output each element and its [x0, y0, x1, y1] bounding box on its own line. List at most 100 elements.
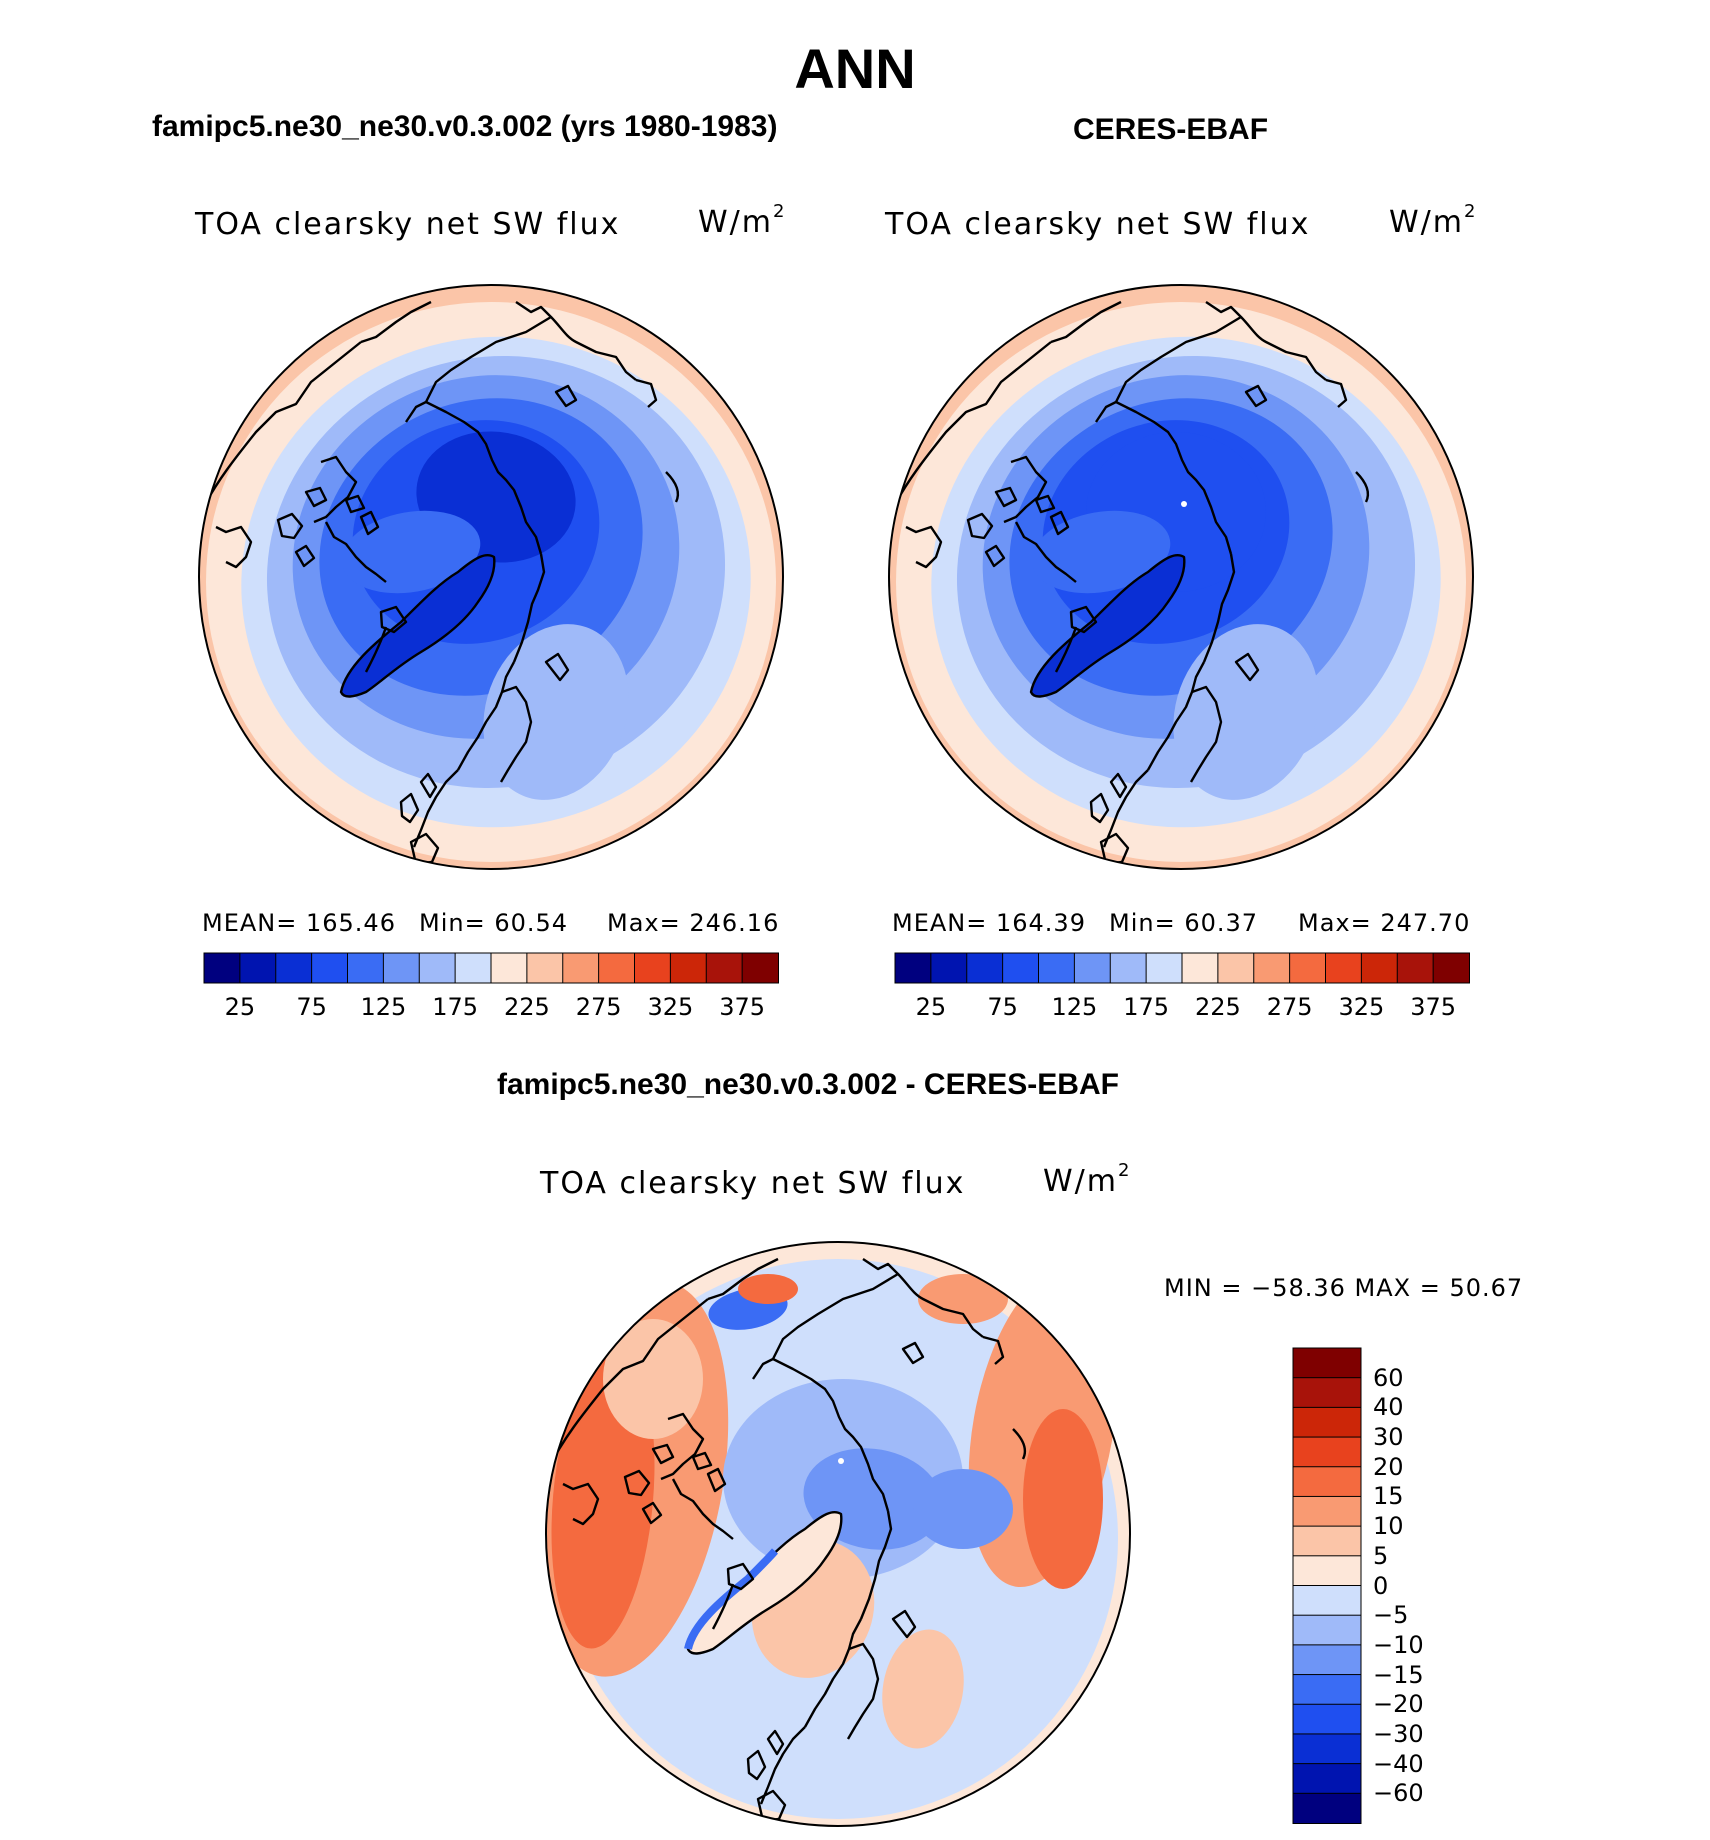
colorbar-swatch: [1292, 1495, 1362, 1528]
colorbar-tick-label: 60: [1373, 1363, 1404, 1392]
coastline: [859, 1510, 893, 1620]
colorbar-swatch: [1325, 952, 1363, 984]
colorbar-swatch: [1292, 1466, 1362, 1498]
colorbar-swatch: [347, 952, 385, 984]
diff-units-label: W/m2: [1043, 1160, 1132, 1199]
colorbar-swatch: [1289, 952, 1327, 984]
coastline: [313, 455, 358, 524]
coastline: [1050, 300, 1122, 344]
colorbar-swatch: [1109, 952, 1148, 984]
coastline: [1012, 1428, 1027, 1460]
colorbar-swatch: [1292, 1585, 1362, 1617]
coastline: [706, 1467, 727, 1493]
greenland: [1029, 553, 1186, 698]
colorbar-swatch: [1360, 952, 1399, 984]
coastline: [726, 1562, 755, 1591]
diff-minmax-stat: MIN = −58.36 MAX = 50.67: [1164, 1274, 1524, 1302]
colorbar-swatch: [418, 952, 457, 984]
colorbar-tick-label: 40: [1373, 1393, 1404, 1422]
obs-min-stat: Min= 60.37: [1109, 909, 1259, 937]
colorbar-tick-label: −10: [1373, 1630, 1424, 1659]
coastline: [1109, 772, 1128, 799]
colorbar-swatch: [1292, 1377, 1362, 1409]
coastline: [651, 1443, 675, 1465]
coastline: [1014, 521, 1077, 583]
colorbar-swatch: [1292, 1614, 1362, 1646]
colorbar-tick-label: 10: [1373, 1512, 1404, 1541]
colorbar-tick-label: 375: [1410, 993, 1457, 1021]
model-units-label: W/m2: [698, 201, 787, 240]
colorbar-swatch: [966, 952, 1004, 984]
diff-panel-title: famipc5.ne30_ne30.v0.3.002 - CERES-EBAF: [497, 1068, 1119, 1101]
coastline: [1069, 605, 1098, 634]
field-contour: [738, 1274, 798, 1304]
colorbar-swatch: [1292, 1436, 1362, 1468]
coastline: [660, 1412, 705, 1481]
colorbar-swatch: [490, 952, 528, 984]
coastline: [324, 521, 387, 583]
coastline: [379, 605, 408, 634]
field-contour: [918, 1274, 1008, 1324]
coastline: [1102, 769, 1149, 848]
coastline: [984, 544, 1006, 568]
greenland: [339, 553, 496, 698]
coastline: [1089, 792, 1110, 824]
coastline: [359, 510, 380, 536]
colorbar-tick-label: 5: [1373, 1541, 1389, 1570]
colorbar-tick-label: 75: [296, 993, 327, 1021]
field-contour: [483, 624, 629, 800]
colorbar-swatch: [1073, 952, 1112, 984]
field-contour: [603, 1319, 703, 1439]
colorbar-tick-label: 15: [1373, 1482, 1404, 1511]
obs-units-label: W/m2: [1389, 201, 1478, 240]
colorbar-tick-label: 175: [432, 993, 479, 1021]
colorbar-swatch: [1038, 952, 1076, 984]
colorbar-tick-label: 225: [1194, 993, 1241, 1021]
colorbar-swatch: [454, 952, 492, 984]
coastline: [1244, 384, 1268, 408]
coastline: [1034, 494, 1056, 514]
colorbar-swatch: [1292, 1406, 1362, 1439]
diff-colorbar: [1292, 1347, 1362, 1824]
coastline: [456, 661, 516, 771]
coastline: [304, 486, 328, 508]
coastline: [215, 525, 253, 569]
coastline: [399, 792, 420, 824]
field-contour: [1173, 624, 1319, 800]
coastline: [665, 471, 680, 503]
colorbar-swatch: [705, 952, 744, 984]
colorbar-swatch: [1292, 1674, 1362, 1706]
colorbar-swatch: [634, 952, 672, 984]
model-panel-title: famipc5.ne30_ne30.v0.3.002 (yrs 1980-198…: [152, 110, 778, 143]
coastline: [982, 1335, 1005, 1365]
colorbar-swatch: [1292, 1792, 1362, 1824]
coastline: [1202, 553, 1236, 663]
obs-mean-stat: MEAN= 164.39: [892, 909, 1086, 937]
colorbar-swatch: [1253, 952, 1291, 984]
colorbar-tick-label: 25: [915, 993, 947, 1021]
colorbar-swatch: [382, 952, 421, 984]
map-boundary: [198, 284, 784, 870]
obs-colorbar: [894, 952, 1470, 984]
model-polar-map: [198, 284, 784, 870]
coastline: [1146, 661, 1206, 771]
coastline: [966, 512, 994, 540]
colorbar-tick-label: 175: [1123, 993, 1170, 1021]
colorbar-tick-label: 125: [1051, 993, 1098, 1021]
colorbar-tick-label: 275: [1266, 993, 1313, 1021]
coastline: [512, 553, 546, 663]
obs-variable-label: TOA clearsky net SW flux: [885, 207, 1311, 242]
colorbar-tick-label: 30: [1373, 1423, 1404, 1452]
colorbar-swatch: [311, 952, 349, 984]
coastline: [550, 316, 637, 381]
coastline: [344, 494, 366, 514]
colorbar-swatch: [526, 952, 564, 984]
coastline: [276, 512, 304, 540]
coastline: [499, 685, 533, 783]
coastline: [1189, 685, 1223, 783]
coastline: [623, 1469, 651, 1497]
colorbar-swatch: [1396, 952, 1435, 984]
coastline: [1054, 626, 1078, 673]
coastline: [671, 1478, 734, 1540]
colorbar-swatch: [1432, 952, 1470, 984]
